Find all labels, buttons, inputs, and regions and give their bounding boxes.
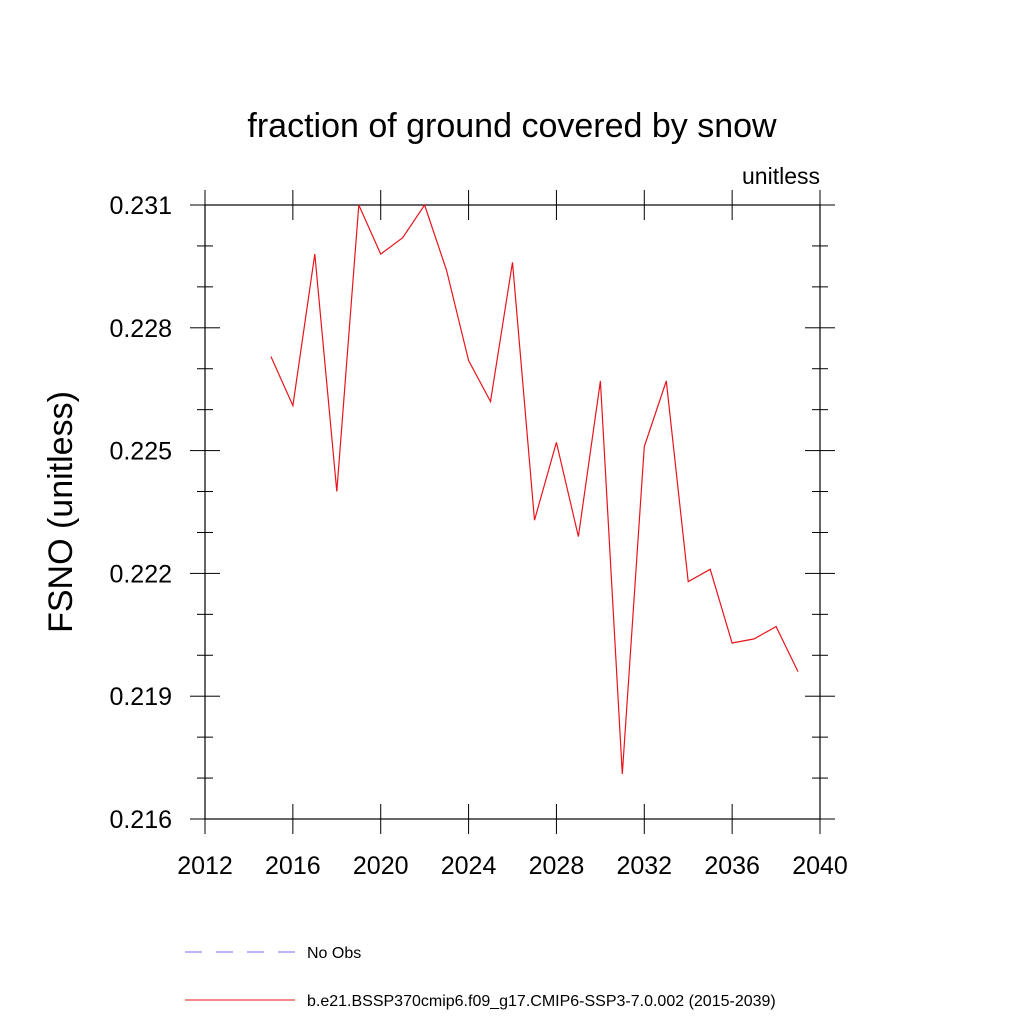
x-tick-label: 2040 (792, 852, 848, 880)
x-tick-label: 2028 (529, 852, 585, 880)
x-tick-label: 2024 (441, 852, 497, 880)
y-tick-label: 0.228 (109, 315, 172, 343)
x-tick-label: 2016 (265, 852, 321, 880)
axis-ticks (190, 190, 835, 834)
legend: No Obs b.e21.BSSP370cmip6.f09_g17.CMIP6-S… (185, 945, 776, 1010)
series-group (270, 203, 799, 775)
x-tick-labels: 2012 2016 2020 2024 2028 2032 2036 2040 (177, 852, 848, 880)
x-tick-label: 2036 (704, 852, 760, 880)
x-tick-label: 2012 (177, 852, 233, 880)
y-axis-label: FSNO (unitless) (42, 391, 80, 633)
y-tick-label: 0.225 (109, 438, 172, 466)
chart-title: fraction of ground covered by snow (247, 107, 777, 145)
units-label: unitless (742, 163, 820, 189)
legend-label: b.e21.BSSP370cmip6.f09_g17.CMIP6-SSP3-7.… (307, 993, 776, 1010)
plot-frame (204, 204, 821, 820)
y-tick-labels: 0.216 0.219 0.222 0.225 0.228 0.231 (109, 192, 172, 834)
y-tick-label: 0.222 (109, 560, 172, 588)
y-tick-label: 0.219 (109, 683, 172, 711)
y-tick-label: 0.216 (109, 806, 172, 834)
y-tick-label: 0.231 (109, 192, 172, 220)
series-line (270, 203, 799, 775)
x-tick-label: 2032 (616, 852, 672, 880)
x-tick-label: 2020 (353, 852, 409, 880)
legend-label: No Obs (307, 945, 361, 962)
